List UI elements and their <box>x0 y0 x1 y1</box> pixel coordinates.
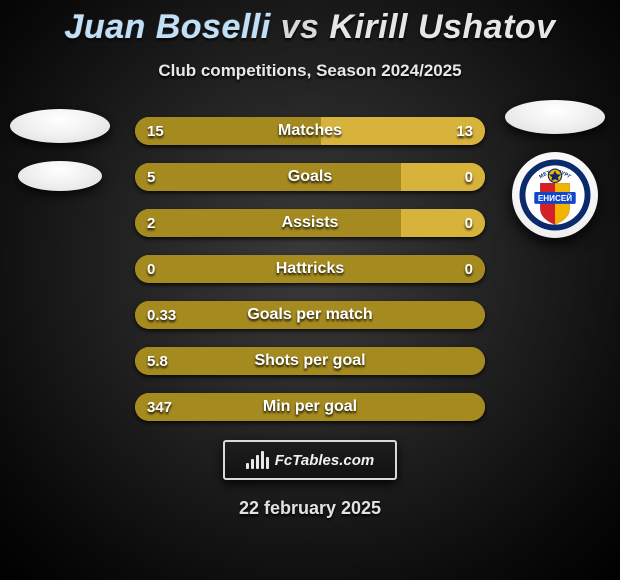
brand-badge: FcTables.com <box>223 440 397 480</box>
player1-club-placeholder <box>18 161 102 191</box>
player2-badge-area: ЕНИСЕЙ МЕТАЛЛУРГ <box>500 100 610 238</box>
stat-row: 347Min per goal <box>135 393 485 421</box>
footer-date: 22 february 2025 <box>0 498 620 519</box>
player2-club-crest: ЕНИСЕЙ МЕТАЛЛУРГ <box>512 152 598 238</box>
stat-row: 00Hattricks <box>135 255 485 283</box>
stat-bar-right <box>401 163 485 191</box>
stat-bar-right <box>321 117 486 145</box>
stat-bar-left <box>135 117 321 145</box>
player1-avatar-placeholder <box>10 109 110 143</box>
title: Juan Boselli vs Kirill Ushatov <box>0 0 620 47</box>
stat-bar-left <box>135 347 485 375</box>
stats-list: 1513Matches 50Goals 20Assists 00Hattricks 0.… <box>135 117 485 421</box>
brand-text: FcTables.com <box>275 452 374 469</box>
content: Juan Boselli vs Kirill Ushatov Club comp… <box>0 0 620 580</box>
player1-badge-area <box>10 100 110 200</box>
stat-bar-left <box>135 209 401 237</box>
stat-row: 1513Matches <box>135 117 485 145</box>
crest-name: ЕНИСЕЙ <box>538 192 572 203</box>
crest-icon: ЕНИСЕЙ МЕТАЛЛУРГ <box>518 158 592 232</box>
stat-row: 0.33Goals per match <box>135 301 485 329</box>
player1-name: Juan Boselli <box>64 8 270 46</box>
player2-avatar-placeholder <box>505 100 605 134</box>
player2-name: Kirill Ushatov <box>329 8 555 46</box>
stat-bar-left <box>135 255 485 283</box>
stat-bar-left <box>135 163 401 191</box>
stat-row: 20Assists <box>135 209 485 237</box>
stat-bar-left <box>135 301 485 329</box>
stat-row: 5.8Shots per goal <box>135 347 485 375</box>
stat-row: 50Goals <box>135 163 485 191</box>
title-vs: vs <box>281 8 320 46</box>
stat-bar-right <box>401 209 485 237</box>
brand-icon <box>246 451 269 469</box>
stat-bar-left <box>135 393 485 421</box>
subtitle: Club competitions, Season 2024/2025 <box>0 61 620 81</box>
